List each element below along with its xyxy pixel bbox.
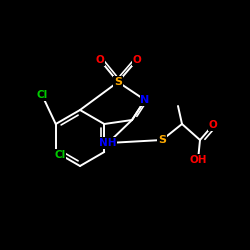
- Text: O: O: [132, 55, 141, 65]
- Text: Cl: Cl: [54, 150, 66, 160]
- Text: S: S: [114, 77, 122, 87]
- Text: NH: NH: [99, 138, 117, 148]
- Text: O: O: [96, 55, 104, 65]
- Text: O: O: [208, 120, 218, 130]
- Text: S: S: [158, 135, 166, 145]
- Text: Cl: Cl: [36, 90, 48, 100]
- Text: OH: OH: [189, 155, 207, 165]
- Text: N: N: [140, 95, 149, 105]
